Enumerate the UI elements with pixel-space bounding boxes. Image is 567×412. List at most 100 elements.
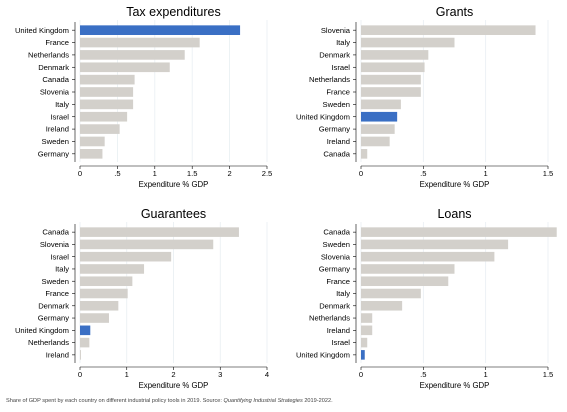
x-tick-label: 0 <box>78 169 82 178</box>
source-note-year: 2019-2022. <box>302 398 333 404</box>
bar <box>80 227 239 237</box>
x-tick-label: 1 <box>484 370 488 379</box>
category-label: Canada <box>42 75 69 84</box>
x-tick-label: 1.5 <box>543 370 554 379</box>
category-label: Netherlands <box>28 338 69 347</box>
x-tick-label: 2.5 <box>262 169 273 178</box>
category-label: Sweden <box>323 240 350 249</box>
bar <box>361 62 425 73</box>
x-tick-label: 2 <box>227 169 231 178</box>
category-label: Slovenia <box>40 240 70 249</box>
category-label: Ireland <box>327 137 350 146</box>
bar <box>361 239 509 250</box>
category-label: Italy <box>336 38 350 47</box>
bar <box>361 111 398 122</box>
category-label: United Kingdom <box>15 26 69 35</box>
x-axis-label: Expenditure % GDP <box>139 381 209 390</box>
bar <box>361 251 495 262</box>
category-label: Denmark <box>38 301 69 310</box>
bar <box>80 124 120 134</box>
bar <box>361 124 395 134</box>
bar <box>361 136 390 147</box>
category-label: Canada <box>323 149 350 158</box>
category-label: Canada <box>323 228 350 237</box>
bar <box>80 148 103 159</box>
category-label: Germany <box>319 125 350 134</box>
bar <box>80 111 128 122</box>
category-label: Ireland <box>46 350 69 359</box>
bar <box>80 37 200 48</box>
category-label: Sweden <box>323 100 350 109</box>
bar <box>80 136 105 147</box>
source-note-text: Share of GDP spent by each country on di… <box>6 398 224 404</box>
category-label: Sweden <box>42 277 69 286</box>
x-axis-label: Expenditure % GDP <box>139 180 209 189</box>
chart-panel-2: Guarantees Canada Slovenia Israel Italy Swede… <box>15 207 269 390</box>
category-label: France <box>326 88 350 97</box>
bar <box>80 337 90 348</box>
bar <box>80 300 119 311</box>
chart-panel-1: Grants Slovenia Italy Denmark Israel Netherla… <box>296 5 553 189</box>
category-label: Slovenia <box>40 88 70 97</box>
bar <box>361 264 455 274</box>
category-label: Netherlands <box>309 75 350 84</box>
category-label: Germany <box>319 265 350 274</box>
x-tick-label: 1 <box>484 169 488 178</box>
chart-title: Loans <box>437 207 471 221</box>
bar <box>361 50 429 60</box>
x-tick-label: 0 <box>78 370 82 379</box>
x-tick-label: 0 <box>359 370 363 379</box>
x-tick-label: .5 <box>114 169 120 178</box>
x-tick-label: .5 <box>420 370 426 379</box>
category-label: United Kingdom <box>296 350 350 359</box>
x-tick-label: 1 <box>153 169 157 178</box>
x-axis-label: Expenditure % GDP <box>420 180 490 189</box>
category-label: United Kingdom <box>296 112 350 121</box>
source-note-title: Quantifying Industrial Strategies <box>223 398 303 404</box>
category-label: Israel <box>50 112 69 121</box>
bar <box>361 300 403 311</box>
bar <box>361 74 421 85</box>
category-label: Israel <box>50 252 69 261</box>
category-label: Germany <box>38 314 69 323</box>
category-label: Israel <box>331 63 350 72</box>
x-tick-label: 3 <box>218 370 222 379</box>
category-label: Italy <box>55 100 69 109</box>
chart-panel-3: Loans Canada Sweden Slovenia Germany France It… <box>296 207 557 390</box>
chart-title: Grants <box>436 5 474 19</box>
x-tick-label: 4 <box>265 370 269 379</box>
category-label: Italy <box>55 265 69 274</box>
bar <box>361 99 401 110</box>
bar <box>361 227 557 237</box>
x-tick-label: 1.5 <box>187 169 198 178</box>
category-label: Netherlands <box>28 51 69 60</box>
bar <box>80 50 185 60</box>
category-label: Germany <box>38 149 69 158</box>
bar <box>80 87 134 97</box>
x-tick-label: .5 <box>420 169 426 178</box>
category-label: Ireland <box>327 326 350 335</box>
bar <box>361 350 365 360</box>
x-axis-label: Expenditure % GDP <box>420 381 490 390</box>
category-label: Netherlands <box>309 314 350 323</box>
source-note: Share of GDP spent by each country on di… <box>6 398 333 404</box>
x-tick-label: 1 <box>125 370 129 379</box>
chart-panel-0: Tax expenditures United Kingdom France Neth… <box>15 5 272 189</box>
bar <box>80 74 135 85</box>
bar <box>361 25 536 36</box>
bar <box>361 276 449 287</box>
category-label: Denmark <box>38 63 69 72</box>
bar <box>80 264 145 274</box>
bar <box>80 25 241 36</box>
x-tick-label: 0 <box>359 169 363 178</box>
category-label: United Kingdom <box>15 326 69 335</box>
x-tick-label: 2 <box>171 370 175 379</box>
category-label: Denmark <box>319 301 350 310</box>
bar <box>361 87 421 97</box>
bar <box>80 251 172 262</box>
category-label: Slovenia <box>321 26 351 35</box>
bar <box>80 313 109 323</box>
bar <box>80 350 81 360</box>
category-label: Canada <box>42 228 69 237</box>
